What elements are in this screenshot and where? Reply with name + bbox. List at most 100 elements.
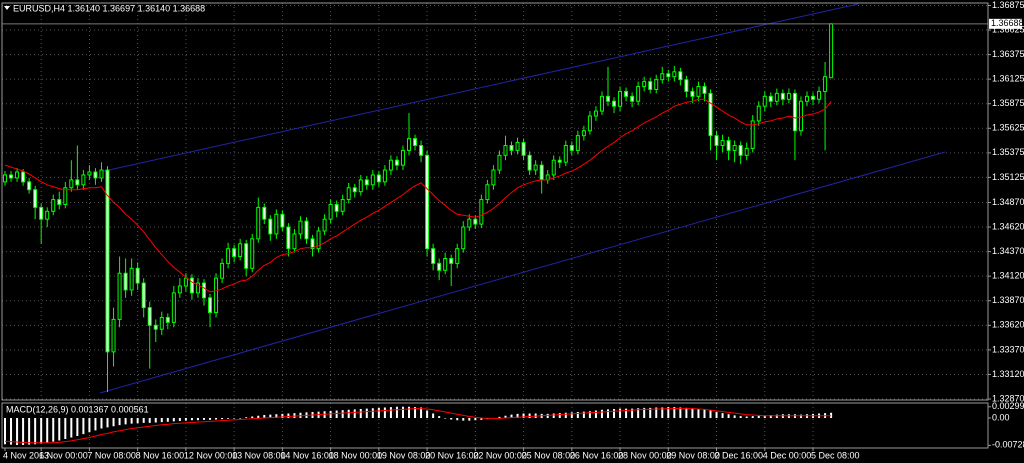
candle-body	[630, 95, 635, 102]
candle-body	[286, 226, 291, 250]
macd-bar	[335, 410, 338, 418]
macd-bar	[799, 414, 802, 418]
candle-body	[159, 316, 164, 330]
candle-body	[370, 174, 375, 186]
macd-bar	[281, 413, 284, 418]
macd-bar	[691, 408, 694, 418]
macd-bar	[34, 418, 37, 445]
candle-body	[690, 90, 695, 97]
macd-bar	[625, 408, 628, 418]
candle-body	[99, 169, 104, 179]
macd-bar	[184, 418, 187, 421]
macd-bar	[739, 416, 742, 418]
candle-body	[322, 218, 327, 232]
candle-body	[123, 272, 128, 291]
macd-bar	[661, 407, 664, 418]
macd-bar	[233, 418, 236, 419]
macd-bar	[600, 409, 603, 418]
macd-bar	[643, 407, 646, 418]
candle-body	[624, 90, 629, 97]
candle-body	[678, 71, 683, 81]
macd-signal	[4, 408, 832, 444]
candle-body	[57, 199, 62, 205]
macd-bar	[775, 414, 778, 418]
macd-bar	[751, 416, 754, 418]
candle-body	[27, 181, 32, 191]
y-tick-label: 1.33370	[992, 344, 1024, 354]
macd-bar	[546, 413, 549, 418]
candle-body	[811, 95, 816, 100]
candle-body	[201, 282, 206, 299]
candle-body	[364, 179, 369, 186]
macd-bar	[763, 415, 766, 418]
macd-bar	[582, 411, 585, 418]
candle-body	[394, 159, 399, 166]
macd-bar	[16, 418, 19, 445]
macd-bar	[10, 418, 13, 445]
candle-body	[340, 199, 345, 212]
macd-bar	[613, 409, 616, 418]
x-tick-label: 18 Nov 00:00	[329, 450, 383, 460]
macd-bar	[444, 418, 447, 419]
candle-body	[407, 138, 412, 151]
candle-body	[539, 164, 544, 181]
macd-bar	[570, 412, 573, 418]
candle-body	[798, 100, 803, 132]
candle-body	[250, 238, 255, 269]
x-tick-label: 28 Nov 00:00	[618, 450, 672, 460]
candle-body	[817, 90, 822, 100]
channel	[99, 3, 946, 394]
candle-body	[461, 226, 466, 250]
macd-bar	[619, 408, 622, 418]
candle-body	[618, 90, 623, 107]
macd-bar	[414, 407, 417, 418]
macd-bar	[673, 407, 676, 418]
price-label: 1.36688	[991, 18, 1024, 28]
macd-bar	[245, 417, 248, 418]
candle-body	[334, 203, 339, 212]
candle-body	[702, 86, 707, 94]
macd-bar	[172, 418, 175, 422]
candle-body	[738, 144, 743, 156]
macd-bar	[667, 407, 670, 418]
candle-body	[195, 282, 200, 294]
macd-bar	[709, 410, 712, 418]
macd-bar	[637, 408, 640, 418]
macd-bar	[655, 407, 658, 418]
macd-bar	[468, 418, 471, 421]
macd-bar	[227, 418, 230, 419]
macd-bar	[22, 418, 25, 445]
macd-bar	[178, 418, 181, 421]
candle-body	[111, 318, 116, 353]
macd-bar	[498, 416, 501, 418]
candle-body	[400, 149, 405, 166]
candle-body	[774, 92, 779, 102]
candle-body	[147, 307, 152, 326]
candle-body	[792, 92, 797, 132]
candle-body	[455, 248, 460, 264]
candle-body	[419, 144, 424, 156]
candle-body	[551, 159, 556, 176]
y-tick-label: 1.33120	[992, 369, 1024, 379]
symbol-arrow	[4, 6, 10, 10]
candle-body	[497, 154, 502, 171]
candle-body	[823, 76, 828, 92]
candle-body	[220, 262, 225, 279]
macd-bar	[52, 418, 55, 442]
y2-tick-label: -0.007286	[992, 440, 1024, 450]
candle-body	[244, 243, 249, 269]
chart-title: EURUSD,H4 1.36140 1.36697 1.36140 1.3668…	[13, 3, 205, 13]
macd-bar	[257, 415, 260, 418]
candle-body	[563, 144, 568, 163]
macd-bar	[263, 415, 266, 418]
x-tick-label: 12 Nov 00:00	[184, 450, 238, 460]
candle-body	[117, 272, 122, 320]
x-tick-label: 25 Nov 08:00	[522, 450, 576, 460]
y-tick-label: 1.32870	[992, 393, 1024, 403]
candle-body	[208, 297, 213, 314]
macd-bar	[438, 416, 441, 418]
macd-bar	[209, 418, 212, 420]
macd-bar	[329, 410, 332, 418]
